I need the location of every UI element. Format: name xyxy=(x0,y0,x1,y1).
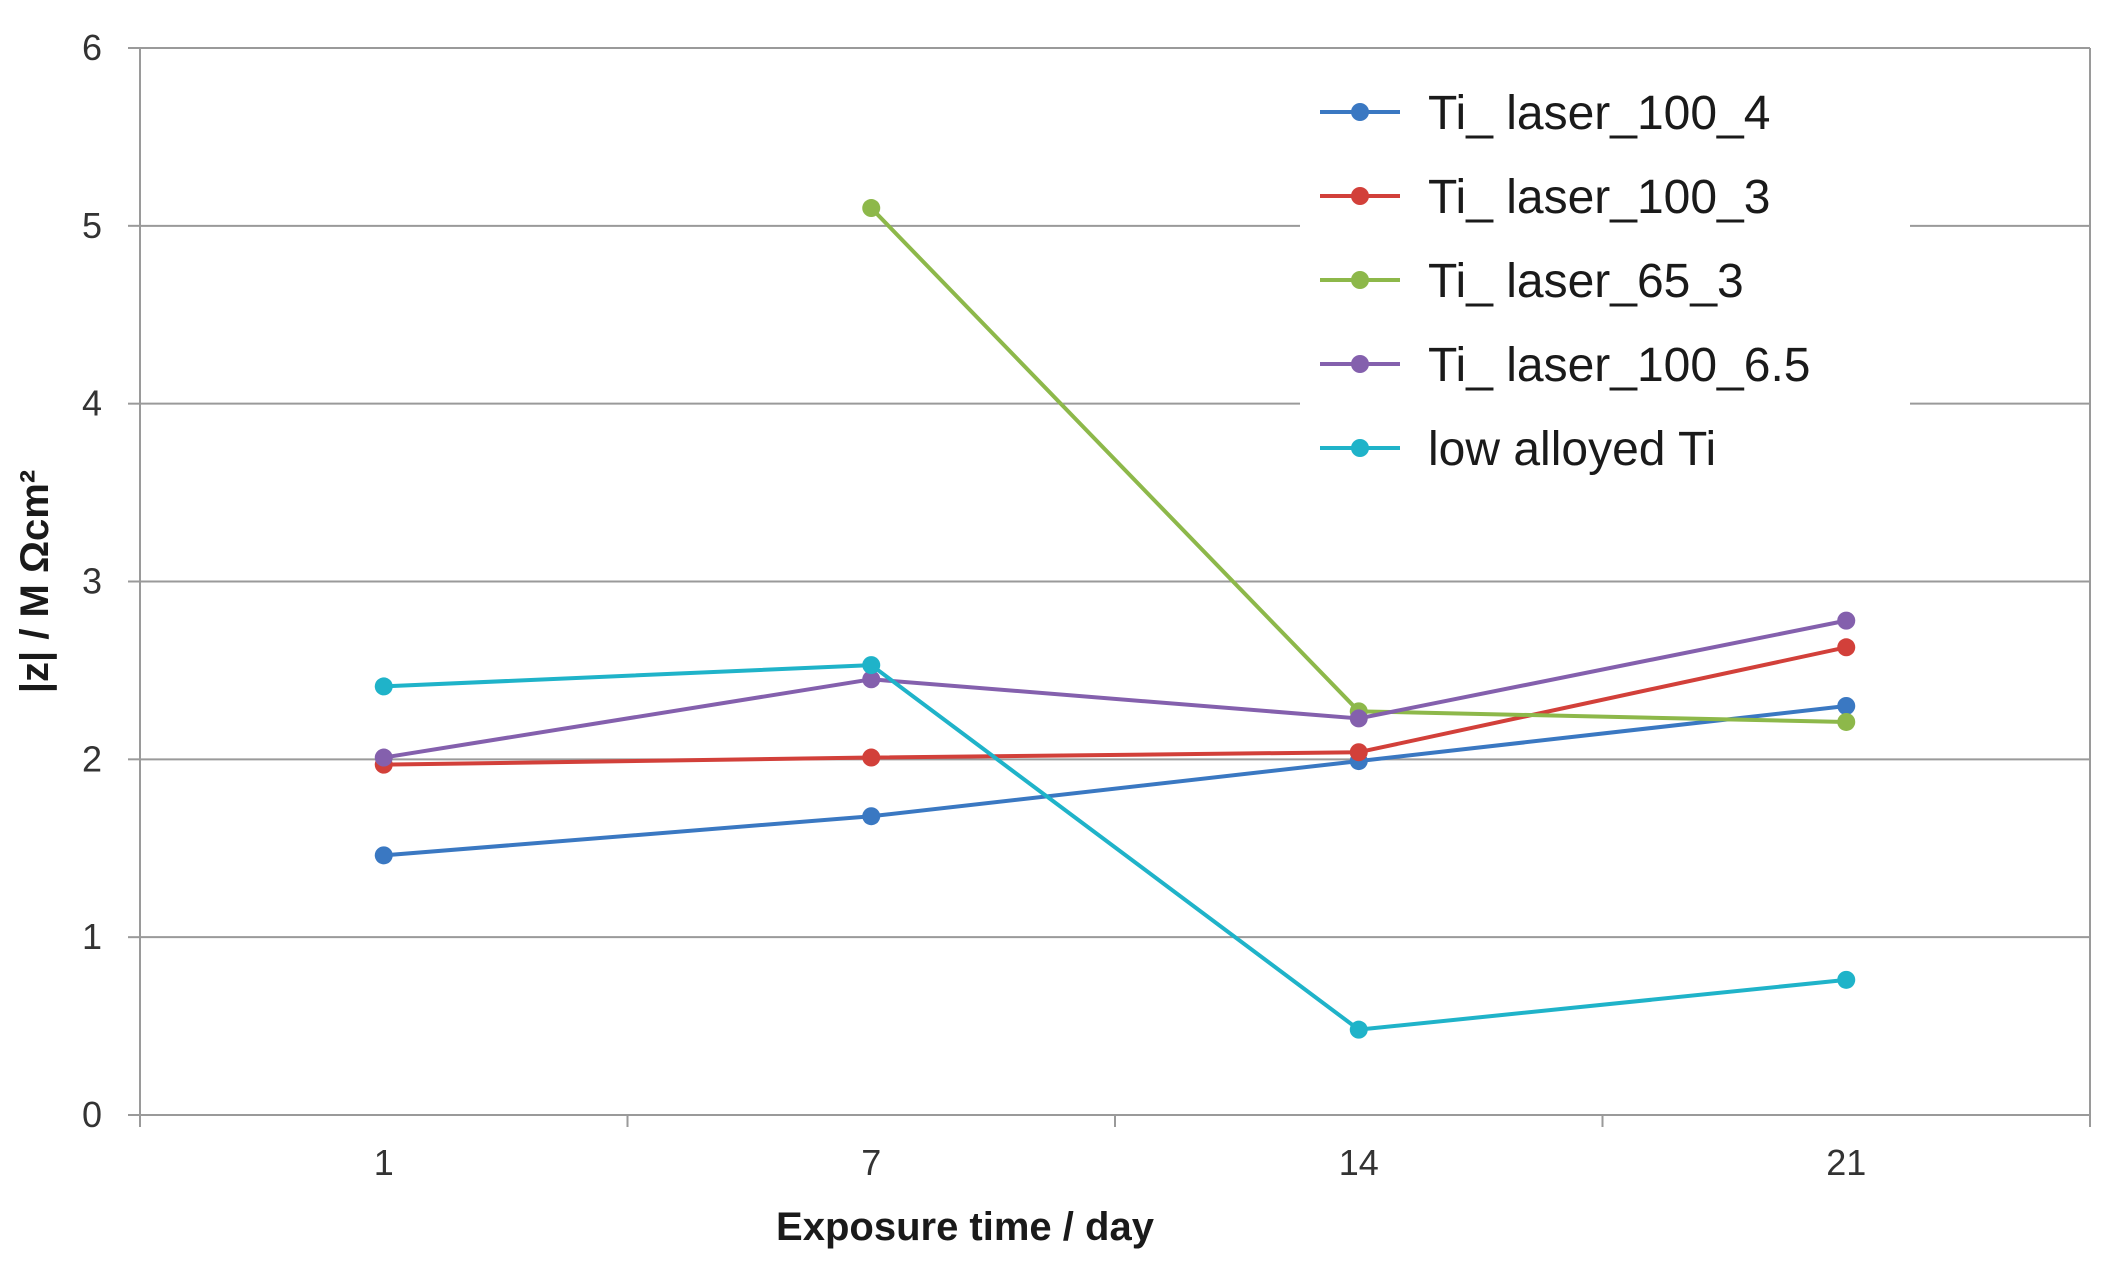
y-tick-label: 5 xyxy=(82,205,102,246)
y-tick-label: 6 xyxy=(82,27,102,68)
data-point xyxy=(1837,712,1856,731)
legend-item: Ti_ laser_100_4 xyxy=(1320,87,1770,140)
legend-label: Ti_ laser_65_3 xyxy=(1428,255,1744,308)
legend-swatch-marker xyxy=(1351,355,1369,373)
x-tick-label: 14 xyxy=(1339,1142,1379,1183)
legend-swatch-marker xyxy=(1351,187,1369,205)
series-line xyxy=(383,663,1847,1032)
legend-item: Ti_ laser_65_3 xyxy=(1320,255,1744,308)
data-point xyxy=(1349,743,1368,762)
legend-swatch-marker xyxy=(1351,439,1369,457)
data-point xyxy=(862,807,881,826)
x-tick-label: 21 xyxy=(1826,1142,1866,1183)
data-point xyxy=(374,748,393,767)
y-tick-label: 1 xyxy=(82,916,102,957)
legend-item: Ti_ laser_100_6.5 xyxy=(1320,339,1810,392)
data-point xyxy=(862,199,881,218)
series-lines xyxy=(374,199,1856,1039)
data-point xyxy=(374,846,393,865)
legend-swatch-marker xyxy=(1351,103,1369,121)
legend-label: low alloyed Ti xyxy=(1428,423,1716,476)
y-tick-label: 0 xyxy=(82,1094,102,1135)
series-line xyxy=(383,703,1847,858)
series-1 xyxy=(374,638,1856,774)
data-point xyxy=(1349,709,1368,728)
x-axis-title: Exposure time / day xyxy=(776,1205,1155,1249)
gridlines xyxy=(140,47,2090,1116)
x-tick-label: 1 xyxy=(374,1142,394,1183)
series-4 xyxy=(374,656,1856,1039)
legend-item: low alloyed Ti xyxy=(1320,423,1716,476)
x-tick-label: 7 xyxy=(861,1142,881,1183)
data-point xyxy=(1349,1020,1368,1039)
legend-label: Ti_ laser_100_3 xyxy=(1428,171,1770,224)
series-line xyxy=(383,618,1847,760)
legend-background xyxy=(1300,70,1910,500)
axes: 0 1 2 3 4 5 6 1 7 14 21 xyxy=(82,27,2091,1183)
data-point xyxy=(1837,611,1856,630)
series-line xyxy=(383,645,1847,767)
y-tick-label: 3 xyxy=(82,561,102,602)
y-axis-title: |z| / M Ωcm² xyxy=(13,470,57,693)
data-point xyxy=(862,656,881,675)
data-point xyxy=(1837,638,1856,657)
legend-item: Ti_ laser_100_3 xyxy=(1320,171,1770,224)
data-point xyxy=(1837,970,1856,989)
legend-swatch-marker xyxy=(1351,271,1369,289)
y-tick-label: 2 xyxy=(82,738,102,779)
data-point xyxy=(862,748,881,767)
legend-label: Ti_ laser_100_6.5 xyxy=(1428,339,1810,392)
data-point xyxy=(862,670,881,689)
data-point xyxy=(1837,696,1856,715)
legend-label: Ti_ laser_100_4 xyxy=(1428,87,1770,140)
series-3 xyxy=(374,611,1856,767)
y-tick-label: 4 xyxy=(82,383,102,424)
data-point xyxy=(374,677,393,696)
legend: Ti_ laser_100_4 Ti_ laser_100_3 Ti_ laser_… xyxy=(1300,70,1910,500)
